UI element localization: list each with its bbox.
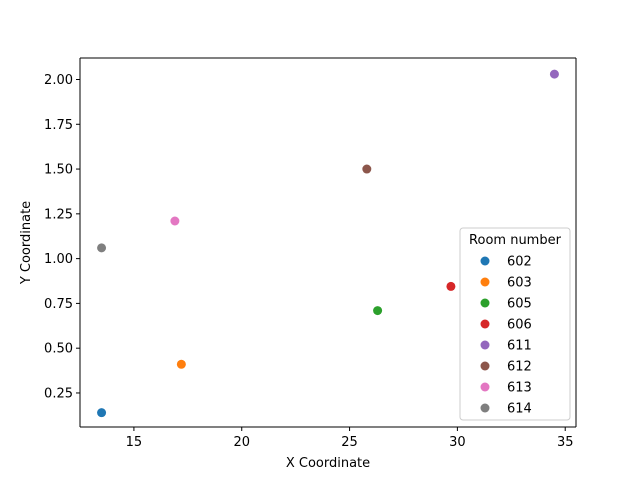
y-axis-ticks: 0.25 0.50 0.75 1.00 1.25 1.50 1.75 2.00 [44, 73, 80, 401]
y-tick-label: 0.25 [44, 386, 73, 401]
legend-marker-614 [480, 403, 490, 413]
legend-marker-606 [480, 319, 490, 329]
y-tick-label: 1.75 [44, 118, 73, 133]
legend-title: Room number [469, 233, 562, 248]
legend-items: 602 603 605 606 611 612 613 614 [480, 255, 532, 417]
data-point-611 [549, 69, 559, 79]
y-tick-label: 1.25 [44, 207, 73, 222]
legend-label-606: 606 [507, 318, 532, 333]
legend-label-603: 603 [507, 276, 532, 291]
legend-label-612: 612 [507, 360, 532, 375]
legend-box [459, 227, 571, 421]
legend-marker-605 [480, 298, 490, 308]
data-point-613 [170, 216, 180, 226]
legend-marker-602 [480, 256, 490, 266]
legend-marker-611 [480, 340, 490, 350]
x-tick-label: 35 [557, 435, 574, 450]
legend-label-614: 614 [507, 402, 532, 417]
data-point-602 [97, 408, 107, 418]
data-point-603 [176, 359, 186, 369]
x-tick-label: 25 [341, 435, 358, 450]
legend-marker-603 [480, 277, 490, 287]
y-tick-label: 0.75 [44, 297, 73, 312]
legend-label-611: 611 [507, 339, 532, 354]
x-axis-label: X Coordinate [286, 456, 370, 471]
x-tick-label: 20 [233, 435, 250, 450]
x-tick-label: 15 [126, 435, 143, 450]
axes-frame [79, 57, 577, 428]
legend-label-602: 602 [507, 255, 532, 270]
legend: Room number 602 603 605 606 611 612 613 614 [459, 227, 571, 421]
data-point-612 [362, 164, 372, 174]
data-point-605 [373, 306, 383, 316]
data-point-606 [446, 281, 456, 291]
y-tick-label: 2.00 [44, 73, 73, 88]
legend-label-605: 605 [507, 297, 532, 312]
data-points [97, 69, 559, 418]
legend-marker-613 [480, 382, 490, 392]
y-axis-label: Y Coordinate [19, 201, 34, 285]
x-axis-ticks: 15 20 25 30 35 [126, 427, 574, 450]
y-tick-label: 1.50 [44, 163, 73, 178]
x-tick-label: 30 [449, 435, 466, 450]
y-tick-label: 1.00 [44, 252, 73, 267]
legend-label-613: 613 [507, 381, 532, 396]
data-point-614 [97, 243, 107, 253]
legend-marker-612 [480, 361, 490, 371]
y-tick-label: 0.50 [44, 342, 73, 357]
